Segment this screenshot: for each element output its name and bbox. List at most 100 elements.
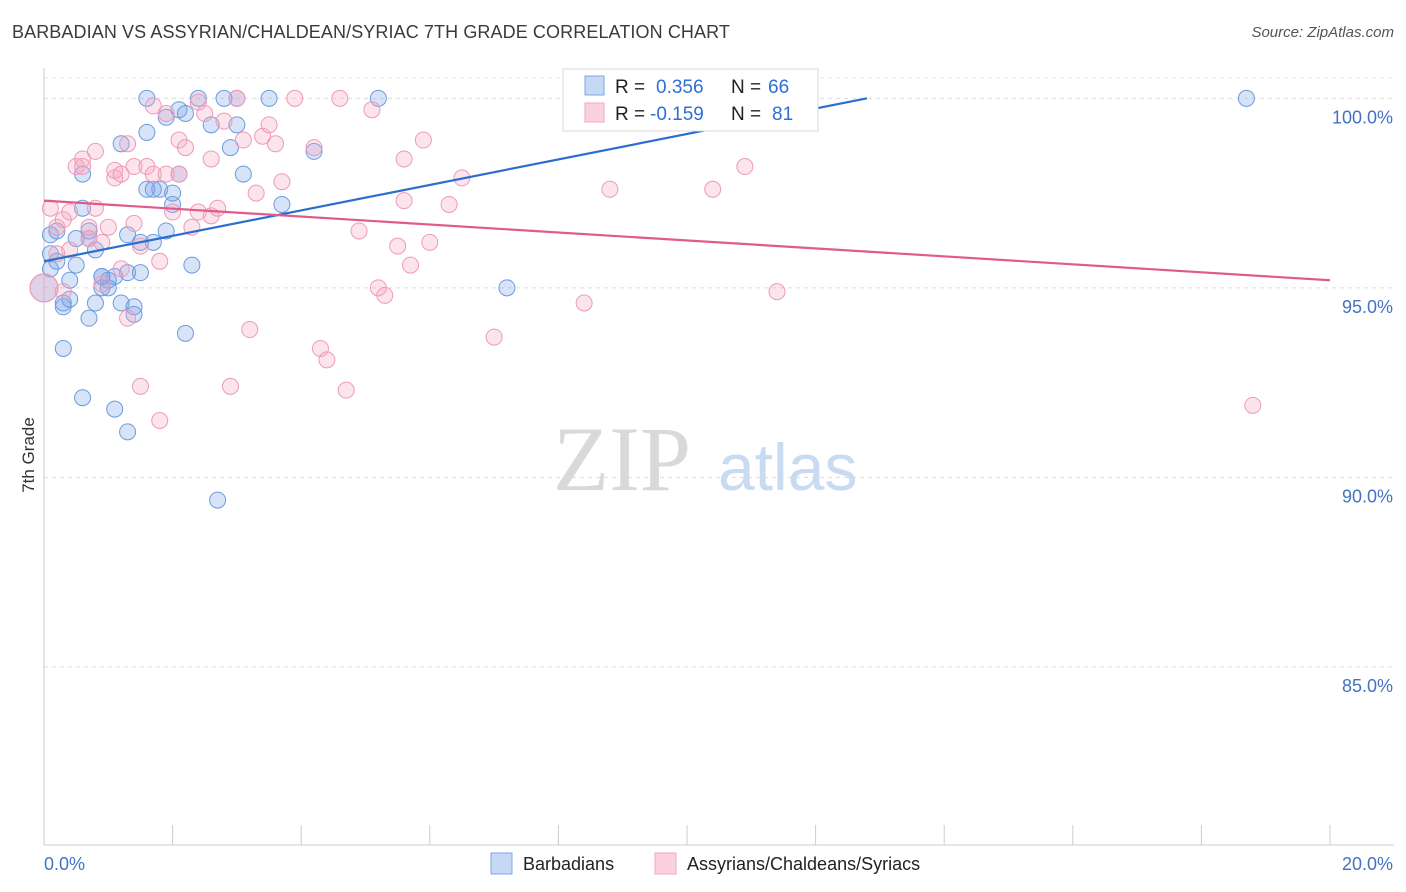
legend-n-value-2: 81 (772, 104, 793, 125)
assyrian-point-47 (228, 89, 246, 107)
assyrian-point-27 (131, 377, 149, 395)
y-tick-label-3: 85.0% (1342, 676, 1393, 696)
y-tick-labels: 100.0% 95.0% 90.0% 85.0% (1332, 107, 1393, 696)
barbadian-point-53 (228, 116, 246, 134)
assyrian-point-66 (395, 150, 413, 168)
assyrian-point-7 (61, 203, 79, 221)
assyrian-point-52 (260, 116, 278, 134)
barbadian-point-24 (106, 400, 124, 418)
barbadian-point-51 (209, 491, 227, 509)
assyrian-point-13 (86, 142, 104, 160)
barbadian-point-47 (176, 104, 194, 122)
assyrian-point-50 (247, 184, 265, 202)
assyrian-point-43 (202, 150, 220, 168)
legend-r-value-1: 0.356 (656, 77, 704, 98)
legend-swatch-assyrians-bottom (654, 852, 677, 875)
assyrian-point-34 (157, 104, 175, 122)
legend-swatch-barbadians-bottom (490, 852, 513, 875)
assyrian-point-68 (414, 131, 432, 149)
assyrian-point-58 (331, 89, 349, 107)
barbadian-point-37 (138, 180, 156, 198)
barbadian-point-56 (260, 89, 278, 107)
assyrian-point-65 (395, 192, 413, 210)
assyrian-point-29 (144, 97, 162, 115)
assyrian-point-17 (99, 218, 117, 236)
assyrian-point-12 (80, 218, 98, 236)
barbadian-point-11 (67, 256, 85, 274)
y-tick-label-0: 100.0% (1332, 107, 1393, 127)
assyrian-point-57 (318, 351, 336, 369)
barbadian-point-64 (144, 180, 162, 198)
stats-legend-frame (562, 68, 819, 132)
barbadian-point-55 (234, 165, 252, 183)
legend-n-label-1: N = (731, 77, 761, 98)
barbadian-point-49 (189, 89, 207, 107)
assyrian-point-78 (1244, 396, 1262, 414)
assyrian-point-38 (176, 139, 194, 157)
assyrian-point-60 (350, 222, 368, 240)
assyrian-point-73 (575, 294, 593, 312)
barbadian-point-8 (54, 339, 72, 357)
assyrian-point-35 (164, 203, 182, 221)
barbadian-point-65 (215, 89, 233, 107)
legend-swatch-barbadians (584, 75, 605, 96)
barbadian-point-19 (86, 294, 104, 312)
legend-r-label-2: R = (615, 104, 645, 125)
assyrian-point-24 (125, 214, 143, 232)
assyrian-point-0 (29, 273, 59, 303)
assyrian-point-53 (266, 135, 284, 153)
barbadian-point-41 (157, 222, 175, 240)
barbadian-point-33 (131, 264, 149, 282)
barbadian-point-17 (80, 309, 98, 327)
assyrian-point-6 (61, 241, 79, 259)
assyrian-point-30 (144, 165, 162, 183)
assyrian-point-1 (41, 199, 59, 217)
legend-label-barbadians: Barbadians (523, 854, 614, 874)
assyrian-point-33 (157, 165, 175, 183)
assyrian-point-10 (74, 158, 92, 176)
axes (43, 68, 1394, 846)
assyrian-point-44 (209, 199, 227, 217)
barbadian-point-43 (164, 184, 182, 202)
assyrian-point-25 (125, 158, 143, 176)
assyrian-point-5 (54, 283, 72, 301)
barbadian-point-57 (273, 195, 291, 213)
legend-r-value-2: -0.159 (650, 104, 704, 125)
barbadian-point-61 (1237, 89, 1255, 107)
assyrian-point-64 (389, 237, 407, 255)
assyrian-point-61 (363, 101, 381, 119)
barbadian-point-46 (176, 324, 194, 342)
assyrian-point-23 (119, 309, 137, 327)
assyrian-point-22 (119, 135, 137, 153)
barbadian-point-52 (221, 139, 239, 157)
barbadian-point-27 (112, 294, 130, 312)
source-label: Source: ZipAtlas.com (1251, 24, 1394, 41)
assyrian-point-75 (704, 180, 722, 198)
legend-label-assyrians: Assyrians/Chaldeans/Syriacs (687, 854, 920, 874)
assyrian-point-72 (485, 328, 503, 346)
barbadian-point-58 (305, 142, 323, 160)
assyrian-point-15 (93, 275, 111, 293)
assyrian-point-80 (189, 93, 207, 111)
assyrian-point-46 (221, 377, 239, 395)
x-tick-label-1: 20.0% (1342, 854, 1393, 874)
watermark-atlas: atlas (718, 430, 857, 504)
legend-n-label-2: N = (731, 104, 761, 125)
assyrian-point-77 (768, 283, 786, 301)
assyrian-point-74 (601, 180, 619, 198)
legend-n-value-1: 66 (768, 77, 789, 98)
assyrian-point-79 (305, 139, 323, 157)
barbadian-point-39 (151, 180, 169, 198)
x-tick-label-0: 0.0% (44, 854, 85, 874)
assyrian-point-59 (337, 381, 355, 399)
y-tick-label-1: 95.0% (1342, 297, 1393, 317)
assyrian-point-49 (241, 321, 259, 339)
barbadian-point-26 (112, 135, 130, 153)
x-tick-labels: 0.0% 20.0% (44, 854, 1393, 874)
assyrian-point-67 (402, 256, 420, 274)
assyrian-point-40 (189, 203, 207, 221)
assyrian-point-54 (273, 173, 291, 191)
barbadian-point-48 (183, 256, 201, 274)
assyrian-point-63 (376, 286, 394, 304)
legend-swatch-assyrians (584, 102, 605, 123)
